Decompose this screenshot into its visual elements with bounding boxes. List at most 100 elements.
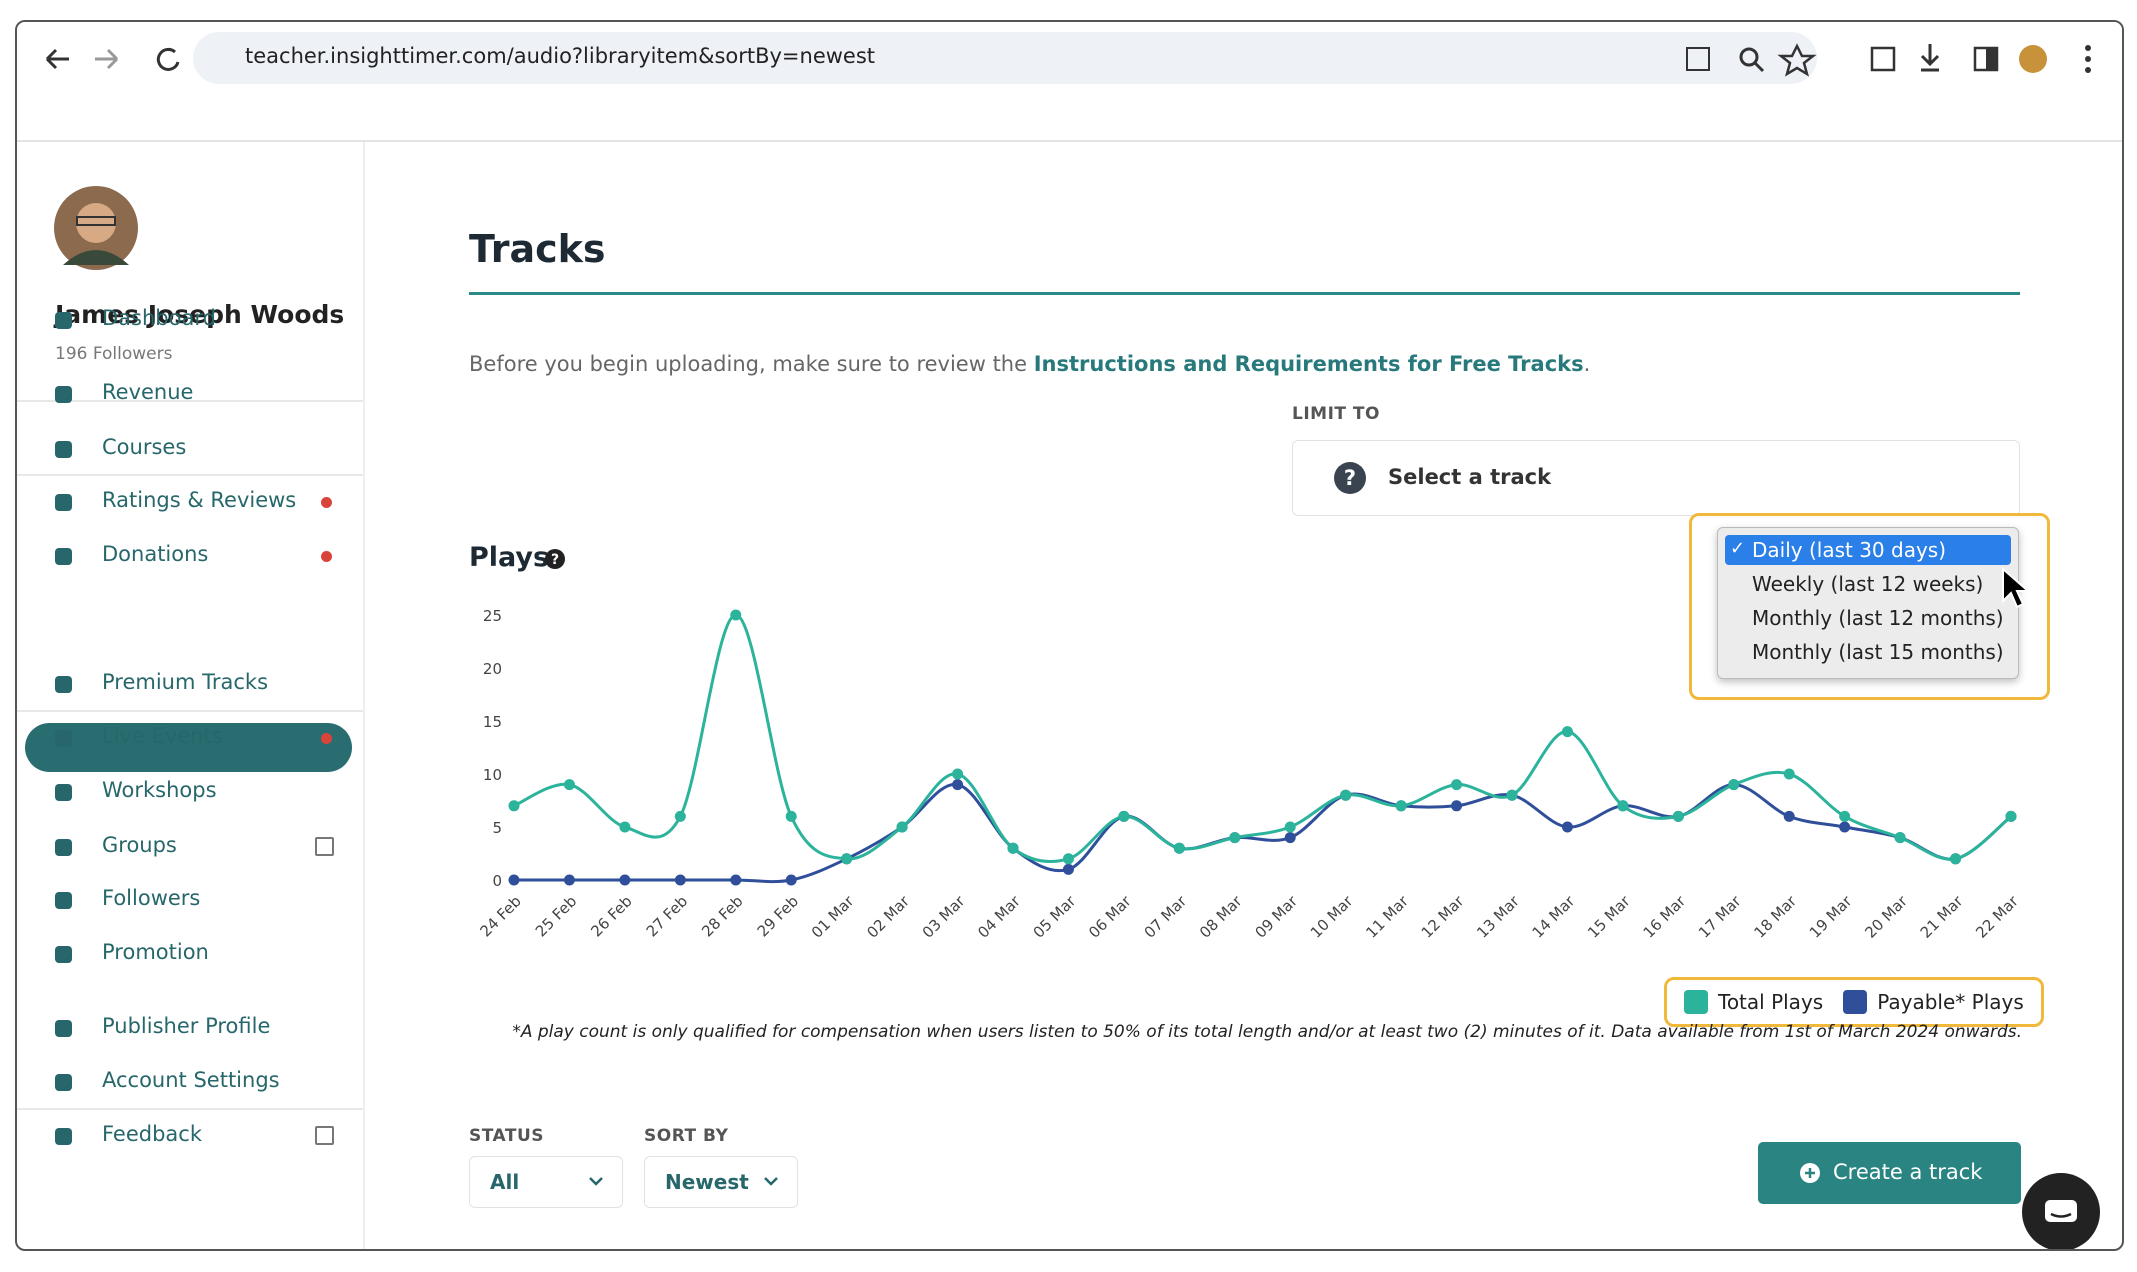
avatar[interactable] <box>53 185 139 271</box>
x-tick-label: 02 Mar <box>863 892 913 942</box>
legend: Total Plays Payable* Plays <box>1684 989 2024 1015</box>
chevron <box>764 1177 778 1186</box>
divider <box>17 710 363 712</box>
nav-item[interactable]: Workshops <box>102 778 217 802</box>
nav-icon <box>55 839 72 856</box>
intro-link[interactable]: Instructions and Requirements for Free T… <box>1033 352 1584 376</box>
x-tick-label: 06 Mar <box>1085 892 1135 942</box>
nav-item[interactable]: Ratings & Reviews <box>102 488 297 512</box>
selected-option-bg <box>1725 535 2011 565</box>
nav-item[interactable]: Premium Tracks <box>102 670 269 694</box>
x-tick-label: 18 Mar <box>1750 892 1800 942</box>
title-underline <box>469 292 2020 295</box>
browser-window: teacher.insighttimer.com/audio?libraryit… <box>15 20 2124 1251</box>
nav-item[interactable]: Groups <box>102 833 177 857</box>
data-point <box>1617 800 1629 812</box>
data-point <box>1284 821 1296 833</box>
external-icon <box>315 1126 334 1145</box>
period-option[interactable]: Monthly (last 15 months) <box>1752 640 2004 664</box>
nav-item[interactable]: Account Settings <box>102 1068 280 1092</box>
followers-count: 196 Followers <box>55 344 173 364</box>
data-point <box>1395 800 1407 812</box>
y-tick-label: 25 <box>483 607 502 625</box>
data-point <box>1506 789 1518 801</box>
period-option[interactable]: Weekly (last 12 weeks) <box>1752 572 1984 596</box>
plays-help[interactable]: ? <box>544 548 566 570</box>
x-tick-label: 03 Mar <box>919 892 969 942</box>
x-tick-label: 20 Mar <box>1861 892 1911 942</box>
checkmark: ✓ <box>1730 538 1746 559</box>
nav-item[interactable]: Dashboard <box>102 306 216 330</box>
nav-icon <box>55 676 72 693</box>
plays-chart: 0 5 10 15 20 25 24 Feb 25 Feb 26 Feb 27 Feb 28 Feb… <box>476 607 2022 942</box>
data-point <box>1783 768 1795 780</box>
data-point <box>785 810 797 822</box>
nav-item[interactable]: Donations <box>102 542 209 566</box>
notification-dot <box>321 733 332 744</box>
chat-button[interactable] <box>2021 1172 2101 1251</box>
divider <box>17 1108 363 1110</box>
address-bar[interactable] <box>193 32 1817 84</box>
nav-item[interactable]: Courses <box>102 435 187 459</box>
chart-title: Plays <box>469 542 550 573</box>
nav-item[interactable]: Publisher Profile <box>102 1014 271 1038</box>
x-tick-label: 09 Mar <box>1251 892 1301 942</box>
x-tick-label: 24 Feb <box>476 892 524 940</box>
user-name: James Joseph Woods <box>55 300 345 329</box>
data-point <box>1007 842 1019 854</box>
data-point <box>2005 810 2017 822</box>
svg-text:?: ? <box>1344 466 1356 490</box>
active-nav-pill <box>25 723 352 772</box>
nav-item[interactable]: Tracks <box>102 616 168 640</box>
limit-label: LIMIT TO <box>1292 404 1380 424</box>
chevron <box>589 1177 603 1186</box>
nav-icon <box>55 622 72 639</box>
x-tick-label: 17 Mar <box>1695 892 1745 942</box>
data-point <box>952 768 964 780</box>
divider <box>17 474 363 476</box>
x-tick-label: 16 Mar <box>1640 892 1690 942</box>
nav-item[interactable]: Revenue <box>102 380 194 404</box>
x-tick-label: 28 Feb <box>698 892 746 940</box>
x-tick-label: 08 Mar <box>1196 892 1246 942</box>
nav-buttons[interactable] <box>27 36 187 82</box>
data-point <box>1561 821 1573 833</box>
nav-icon <box>55 441 72 458</box>
data-point <box>619 874 631 886</box>
legend-swatch <box>1843 990 1868 1014</box>
data-point <box>1451 800 1463 812</box>
series-line <box>513 783 2012 884</box>
data-point <box>1728 779 1740 791</box>
data-point <box>674 810 686 822</box>
nav-item[interactable]: Live Events <box>102 724 223 748</box>
nav-item[interactable]: Promotion <box>102 940 209 964</box>
toolbar-icons <box>1686 43 2091 77</box>
data-point <box>1173 842 1185 854</box>
x-tick-label: 21 Mar <box>1917 892 1967 942</box>
data-point <box>508 874 520 886</box>
legend-swatch <box>1684 990 1708 1014</box>
period-option[interactable]: Monthly (last 12 months) <box>1752 606 2004 630</box>
data-point <box>841 853 853 865</box>
legend-label: Payable* Plays <box>1877 990 2024 1014</box>
nav-icon <box>55 312 72 329</box>
y-tick-label: 0 <box>492 872 502 890</box>
track-select[interactable]: ? Select a track <box>1292 440 2020 516</box>
data-point <box>1839 810 1851 822</box>
data-point <box>674 874 686 886</box>
create-track-button[interactable]: Create a track <box>1758 1142 2021 1204</box>
intro: Before you begin uploading, make sure to… <box>469 352 1034 376</box>
cursor <box>2002 567 2030 609</box>
status-label: STATUS <box>469 1126 545 1146</box>
period-option[interactable]: Daily (last 30 days) <box>1752 538 1947 562</box>
nav-item[interactable]: Feedback <box>102 1122 203 1146</box>
y-tick-label: 5 <box>492 819 502 837</box>
data-point <box>730 609 742 621</box>
data-point <box>1561 726 1573 738</box>
status-select[interactable]: All <box>469 1156 623 1208</box>
nav-item[interactable]: Followers <box>102 886 201 910</box>
external-icon <box>315 837 334 856</box>
sort-select[interactable]: Newest <box>644 1156 798 1208</box>
x-tick-label: 12 Mar <box>1418 892 1468 942</box>
